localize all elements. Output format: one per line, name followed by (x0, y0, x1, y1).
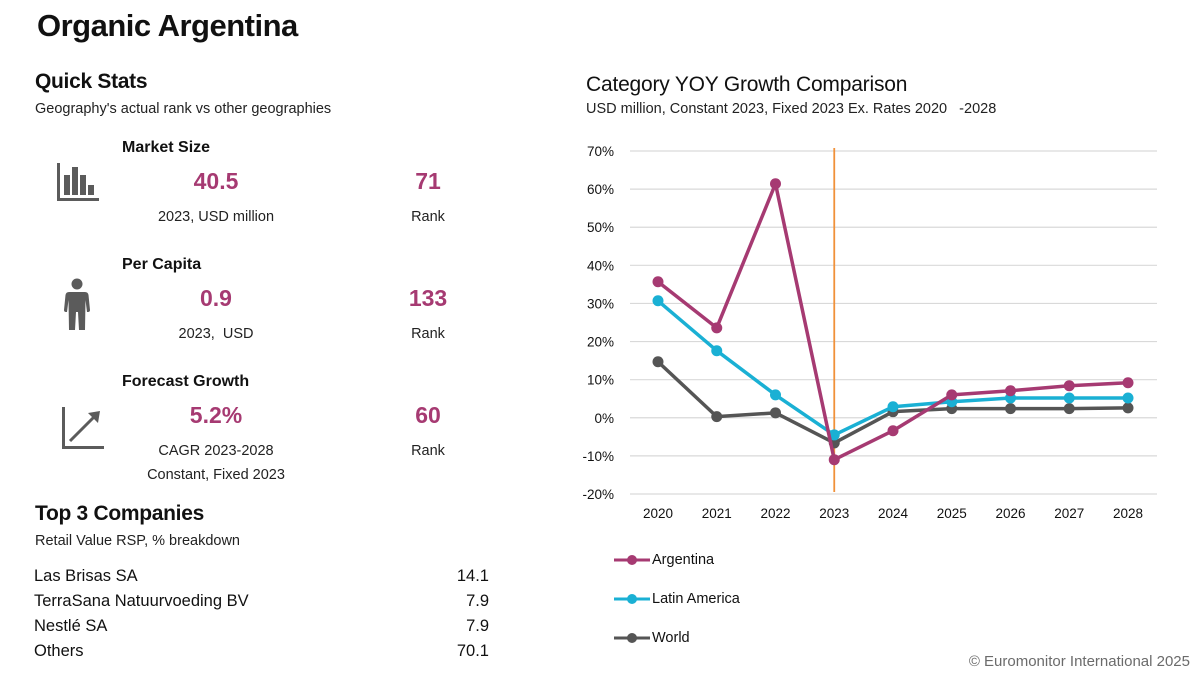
legend-latin-america-swatch (614, 594, 650, 604)
bar-chart-icon (55, 161, 101, 208)
data-point-latin-america (887, 401, 899, 413)
legend-label: World (652, 630, 690, 646)
data-point-argentina (1063, 380, 1075, 392)
data-point-world (1005, 403, 1016, 415)
company-row: Others 70.1 (34, 642, 489, 661)
data-point-world (1122, 402, 1134, 414)
company-value: 70.1 (456, 642, 489, 660)
per-capita-label: Per Capita (122, 256, 202, 273)
data-point-argentina (828, 454, 840, 466)
company-name: Nestlé SA (34, 617, 108, 635)
y-tick-label: 20% (587, 335, 614, 350)
legend-label: Latin America (652, 591, 740, 607)
company-value: 7.9 (466, 592, 489, 610)
company-row: Nestlé SA 7.9 (34, 617, 489, 636)
y-tick-label: 60% (587, 182, 614, 197)
market-size-rank-label: Rank (411, 209, 445, 225)
y-tick-label: -10% (582, 449, 614, 464)
company-name: Las Brisas SA (34, 567, 138, 585)
legend-item-world: World (614, 630, 690, 646)
page-title: Organic Argentina (37, 8, 298, 43)
market-size-caption: 2023, USD million (157, 209, 275, 225)
data-point-argentina (946, 389, 958, 401)
company-name: TerraSana Natuurvoeding BV (34, 592, 249, 610)
forecast-growth-rank: 60 (415, 402, 441, 428)
y-tick-label: 70% (587, 144, 614, 159)
data-point-world (711, 411, 723, 423)
y-tick-label: 10% (587, 373, 614, 388)
forecast-growth-label: Forecast Growth (122, 373, 250, 390)
company-name: Others (34, 642, 84, 660)
data-point-latin-america (652, 295, 664, 307)
y-tick-label: 30% (587, 296, 614, 311)
chart-subtitle: USD million, Constant 2023, Fixed 2023 E… (586, 101, 997, 117)
growth-arrow-icon (60, 405, 106, 456)
x-tick-label: 2024 (878, 506, 909, 521)
per-capita-rank: 133 (408, 285, 448, 311)
data-point-latin-america (770, 389, 781, 401)
companies-subtitle: Retail Value RSP, % breakdown (35, 533, 240, 549)
data-point-latin-america (1063, 392, 1075, 404)
data-point-argentina (652, 276, 664, 288)
per-capita-rank-label: Rank (411, 326, 445, 342)
legend-item-argentina: Argentina (614, 552, 714, 568)
y-tick-label: 0% (594, 411, 614, 426)
data-point-world (1063, 403, 1075, 415)
forecast-growth-caption-2: Constant, Fixed 2023 (147, 467, 285, 483)
data-point-argentina (887, 425, 899, 437)
quick-stats-title: Quick Stats (35, 70, 148, 93)
data-point-argentina (1122, 377, 1134, 389)
market-size-rank: 71 (415, 168, 441, 194)
market-size-label: Market Size (122, 139, 211, 156)
x-tick-label: 2025 (937, 506, 967, 521)
forecast-growth-caption: CAGR 2023-2028 (158, 443, 274, 459)
copyright: © Euromonitor International 2025 (968, 653, 1190, 670)
data-point-world (770, 407, 781, 419)
quick-stats-subtitle: Geography's actual rank vs other geograp… (35, 101, 332, 117)
company-row: TerraSana Natuurvoeding BV 7.9 (34, 592, 489, 611)
x-tick-label: 2026 (995, 506, 1025, 521)
x-tick-label: 2022 (760, 506, 790, 521)
chart-title: Category YOY Growth Comparison (586, 73, 908, 96)
data-point-world (652, 356, 664, 368)
data-point-argentina (770, 178, 781, 190)
legend-argentina-swatch (614, 555, 650, 565)
company-value: 14.1 (456, 567, 489, 585)
company-value: 7.9 (466, 617, 489, 635)
data-point-argentina (711, 322, 723, 334)
y-tick-label: 50% (587, 220, 614, 235)
legend-item-latin-america: Latin America (614, 591, 740, 607)
x-tick-label: 2020 (643, 506, 673, 521)
x-tick-label: 2028 (1113, 506, 1143, 521)
person-icon (63, 278, 91, 337)
legend-world-swatch (614, 633, 650, 643)
per-capita-value: 0.9 (200, 285, 232, 311)
legend-label: Argentina (652, 552, 715, 568)
y-tick-label: -20% (582, 487, 614, 502)
forecast-growth-rank-label: Rank (411, 443, 445, 459)
data-point-latin-america (711, 345, 723, 357)
x-tick-label: 2027 (1054, 506, 1084, 521)
data-point-latin-america (828, 429, 840, 441)
company-row: Las Brisas SA 14.1 (34, 567, 489, 586)
market-size-value: 40.5 (193, 168, 239, 194)
x-tick-label: 2023 (819, 506, 849, 521)
x-tick-label: 2021 (702, 506, 732, 521)
data-point-argentina (1005, 385, 1016, 397)
companies-title: Top 3 Companies (35, 502, 204, 525)
y-tick-label: 40% (587, 258, 614, 273)
data-point-latin-america (1122, 392, 1134, 404)
forecast-growth-value: 5.2% (189, 402, 243, 428)
per-capita-caption: 2023, USD (178, 326, 254, 342)
